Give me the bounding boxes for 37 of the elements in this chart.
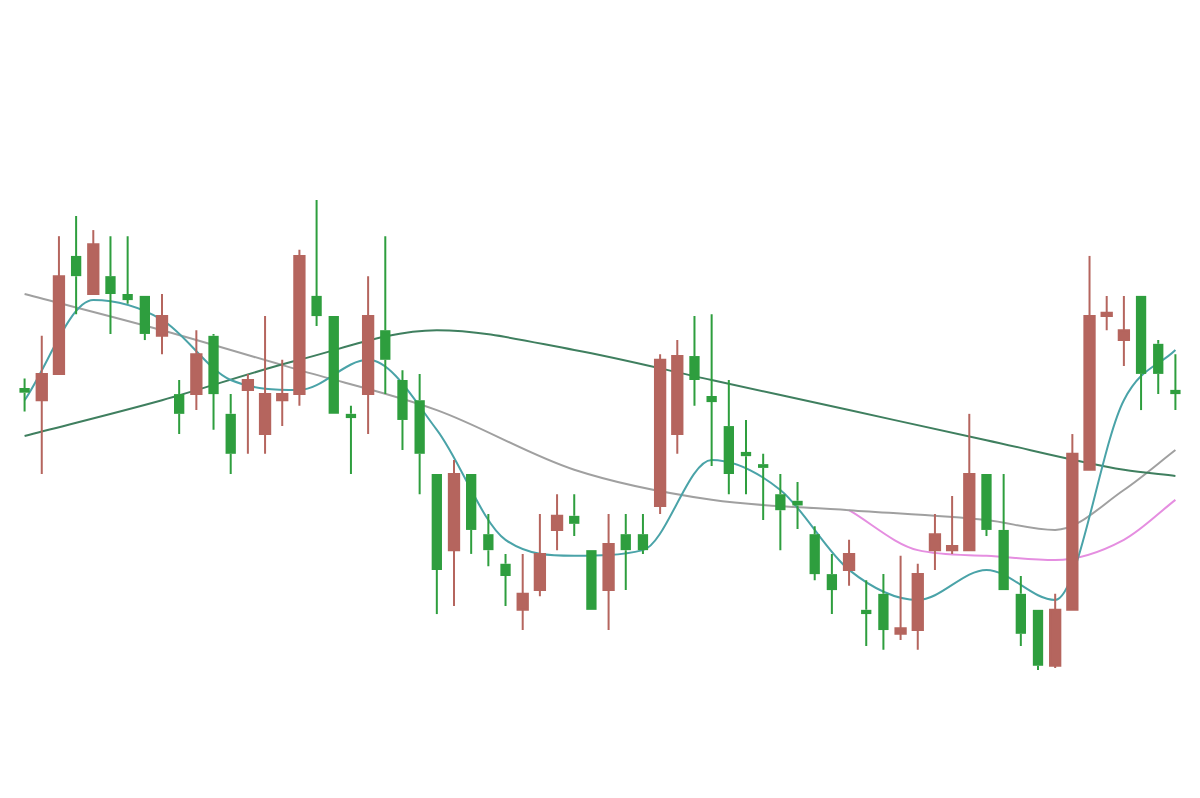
candlestick — [826, 552, 838, 616]
candlestick — [500, 552, 511, 608]
candlestick — [775, 473, 786, 552]
candlestick — [105, 235, 116, 335]
candlestick — [139, 295, 150, 342]
candlestick — [483, 512, 494, 568]
candlestick — [1135, 295, 1147, 412]
candlestick — [1153, 339, 1164, 396]
candlestick — [878, 573, 889, 651]
candlestick — [1170, 353, 1181, 412]
candlestick — [981, 474, 992, 538]
candlestick — [1032, 609, 1044, 671]
candlestick — [1015, 575, 1026, 648]
candlestick — [70, 214, 82, 316]
candlestick — [397, 369, 408, 452]
candlestick — [706, 313, 717, 468]
candlestick — [311, 199, 322, 327]
candlestick — [758, 452, 769, 522]
candlestick — [174, 379, 185, 436]
candlestick — [345, 404, 357, 476]
candlestick — [225, 393, 236, 476]
candlestick — [809, 525, 820, 582]
candlestick — [19, 377, 30, 413]
candlestick — [620, 512, 631, 592]
candlestick — [569, 493, 580, 538]
candlestick — [414, 372, 425, 496]
candlestick — [122, 235, 133, 305]
candlestick — [380, 235, 391, 396]
candlestick — [998, 473, 1009, 591]
candlestick — [637, 512, 649, 555]
candlestick — [431, 474, 442, 616]
candlestick — [208, 332, 219, 431]
candlestick — [740, 418, 752, 496]
candlestick — [792, 481, 803, 530]
candlestick — [723, 379, 734, 496]
candlestick — [689, 315, 700, 407]
candlestick — [861, 579, 872, 648]
